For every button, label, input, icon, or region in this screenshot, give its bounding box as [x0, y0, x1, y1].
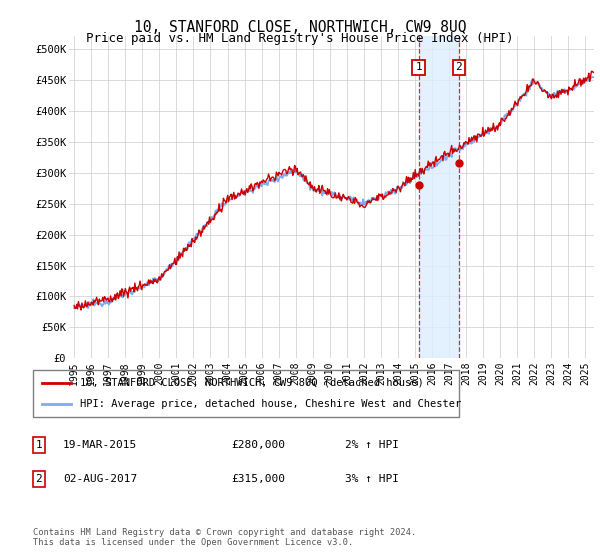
- Text: 10, STANFORD CLOSE, NORTHWICH, CW9 8UQ: 10, STANFORD CLOSE, NORTHWICH, CW9 8UQ: [134, 20, 466, 35]
- Text: 1: 1: [35, 440, 43, 450]
- Text: 10, STANFORD CLOSE, NORTHWICH, CW9 8UQ (detached house): 10, STANFORD CLOSE, NORTHWICH, CW9 8UQ (…: [80, 378, 424, 388]
- Text: HPI: Average price, detached house, Cheshire West and Chester: HPI: Average price, detached house, Ches…: [80, 399, 461, 409]
- Text: 19-MAR-2015: 19-MAR-2015: [63, 440, 137, 450]
- Text: 3% ↑ HPI: 3% ↑ HPI: [345, 474, 399, 484]
- Text: 2: 2: [455, 62, 463, 72]
- Bar: [419, 36, 459, 358]
- Text: £280,000: £280,000: [231, 440, 285, 450]
- Text: 2: 2: [35, 474, 43, 484]
- Text: Contains HM Land Registry data © Crown copyright and database right 2024.
This d: Contains HM Land Registry data © Crown c…: [33, 528, 416, 547]
- Text: 02-AUG-2017: 02-AUG-2017: [63, 474, 137, 484]
- Text: Price paid vs. HM Land Registry's House Price Index (HPI): Price paid vs. HM Land Registry's House …: [86, 32, 514, 45]
- Text: £315,000: £315,000: [231, 474, 285, 484]
- Text: 1: 1: [415, 62, 422, 72]
- Text: 2% ↑ HPI: 2% ↑ HPI: [345, 440, 399, 450]
